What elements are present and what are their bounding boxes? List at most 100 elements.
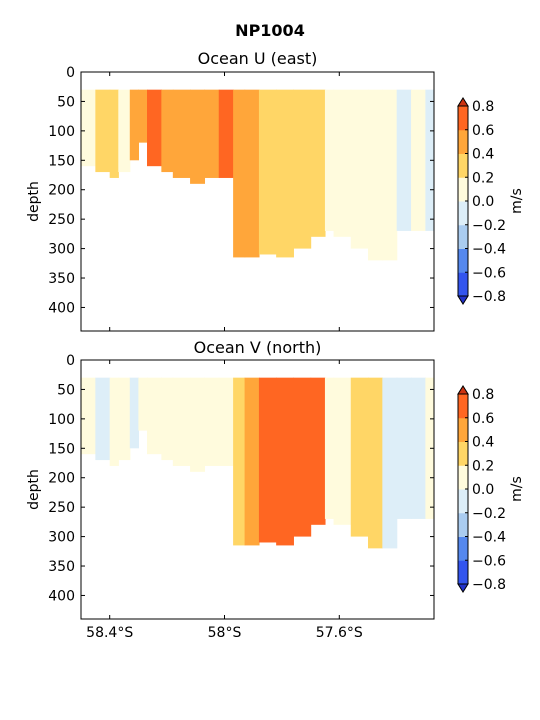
heatmap-cell	[109, 377, 119, 466]
heatmap-cell	[382, 377, 398, 549]
heatmap-cell	[81, 377, 96, 455]
heatmap-cell	[244, 377, 260, 546]
heatmap-cell	[233, 89, 246, 258]
heatmap-cell	[129, 377, 139, 449]
heatmap-cell	[244, 89, 260, 258]
colorbar-tick-label: −0.2	[472, 506, 506, 522]
heatmap-cell	[147, 89, 162, 167]
y-axis-label: depth	[26, 469, 42, 510]
colorbar-band	[458, 201, 468, 226]
colorbar-tick-label: 0.4	[472, 147, 494, 163]
y-tick-label: 250	[48, 500, 75, 516]
y-tick-label: 50	[57, 382, 75, 398]
heatmap-cell	[258, 377, 277, 543]
colorbar-tick-label: −0.6	[472, 265, 506, 281]
colorbar-band	[458, 394, 468, 419]
heatmap-cell	[138, 377, 148, 431]
colorbar-tick-label: 0.0	[472, 194, 494, 210]
axes-frame	[80, 359, 435, 620]
heatmap-cell	[190, 89, 206, 184]
axes-frame	[80, 71, 435, 332]
panel-2: Ocean V (north) 0 50 100 150 200 250 300 350 400 5…	[26, 338, 525, 641]
y-tick-label: 400	[48, 300, 75, 316]
y-tick-label: 400	[48, 588, 75, 604]
heatmap-cell	[411, 377, 426, 519]
heatmap-cell	[218, 89, 234, 178]
colorbar-band	[458, 512, 468, 537]
colorbar: 0.8 0.6 0.4 0.2 0.0 −0.2 −0.4 −0.6 −0.8 m/s	[457, 97, 525, 305]
colorbar-tick-label: 0.6	[472, 123, 494, 139]
panel-title: Ocean V (north)	[194, 338, 322, 357]
heatmap-cell	[161, 377, 174, 461]
colorbar-extend-max	[457, 385, 469, 395]
colorbar-band	[458, 417, 468, 442]
colorbar-band	[458, 177, 468, 202]
heatmap-cell	[293, 377, 312, 537]
colorbar-extend-min	[457, 295, 469, 305]
heatmap-cell	[425, 377, 434, 519]
heatmap-cell	[382, 89, 398, 261]
heatmap-cell	[324, 377, 335, 519]
heatmap-cell	[109, 89, 119, 178]
y-tick-label: 200	[48, 183, 75, 199]
colorbar-tick-label: 0.8	[472, 99, 494, 115]
x-tick-label: 58°S	[208, 625, 242, 641]
heatmap-cell	[172, 89, 191, 178]
colorbar-band	[458, 560, 468, 585]
panel-1: Ocean U (east) 0 50 100 150 200 250 300 350 400 de…	[26, 49, 525, 332]
heatmap-cell	[333, 377, 352, 525]
colorbar-tick-label: −0.8	[472, 577, 506, 593]
colorbar-band	[458, 129, 468, 154]
heatmap-cell	[367, 89, 383, 261]
heatmap-cell	[233, 377, 246, 546]
heatmap-cell	[310, 89, 326, 237]
heatmap-cell	[138, 89, 148, 143]
colorbar-label: m/s	[509, 188, 525, 214]
heatmap-cell	[81, 89, 96, 167]
y-tick-label: 150	[48, 153, 75, 169]
x-tick-label: 57.6°S	[316, 625, 363, 641]
colorbar-tick-label: 0.6	[472, 411, 494, 427]
colorbar-tick-label: 0.2	[472, 170, 494, 186]
heatmap-cell	[367, 377, 383, 549]
y-tick-label: 100	[48, 412, 75, 428]
colorbar-band	[458, 248, 468, 273]
y-tick-label: 150	[48, 441, 75, 457]
y-axis-label: depth	[26, 181, 42, 222]
colorbar-band	[458, 441, 468, 466]
heatmap-cell	[95, 89, 111, 173]
colorbar-tick-label: −0.6	[472, 553, 506, 569]
y-tick-label: 0	[66, 353, 75, 369]
y-tick-label: 300	[48, 242, 75, 258]
colorbar-band	[458, 272, 468, 297]
heatmap-cell	[310, 377, 326, 525]
heatmap-cell	[204, 89, 220, 178]
colorbar-tick-label: −0.4	[472, 530, 506, 546]
colorbar-label: m/s	[509, 476, 525, 502]
colorbar-band	[458, 153, 468, 178]
y-tick-label: 200	[48, 471, 75, 487]
heatmap-cell	[190, 377, 206, 472]
colorbar-tick-label: 0.0	[472, 482, 494, 498]
heatmap-cell	[276, 89, 294, 258]
heatmap-cell	[396, 377, 412, 519]
heatmap-cell	[218, 377, 234, 466]
heatmap-cell	[396, 89, 412, 231]
heatmap-cell	[333, 89, 352, 237]
colorbar-tick-label: −0.2	[472, 218, 506, 234]
colorbar-tick-label: 0.4	[472, 435, 494, 451]
colorbar-tick-label: −0.8	[472, 289, 506, 305]
heatmap-cell	[147, 377, 162, 455]
y-tick-label: 50	[57, 94, 75, 110]
colorbar-tick-label: −0.4	[472, 242, 506, 258]
heatmap-cell	[204, 377, 220, 466]
heatmap-cells	[81, 377, 434, 549]
panels-group: Ocean U (east) 0 50 100 150 200 250 300 350 400 de…	[26, 49, 525, 641]
colorbar-band	[458, 489, 468, 514]
colorbar-band	[458, 536, 468, 561]
y-tick-label: 100	[48, 124, 75, 140]
colorbar-tick-label: 0.8	[472, 387, 494, 403]
figure-suptitle: NP1004	[235, 21, 305, 40]
